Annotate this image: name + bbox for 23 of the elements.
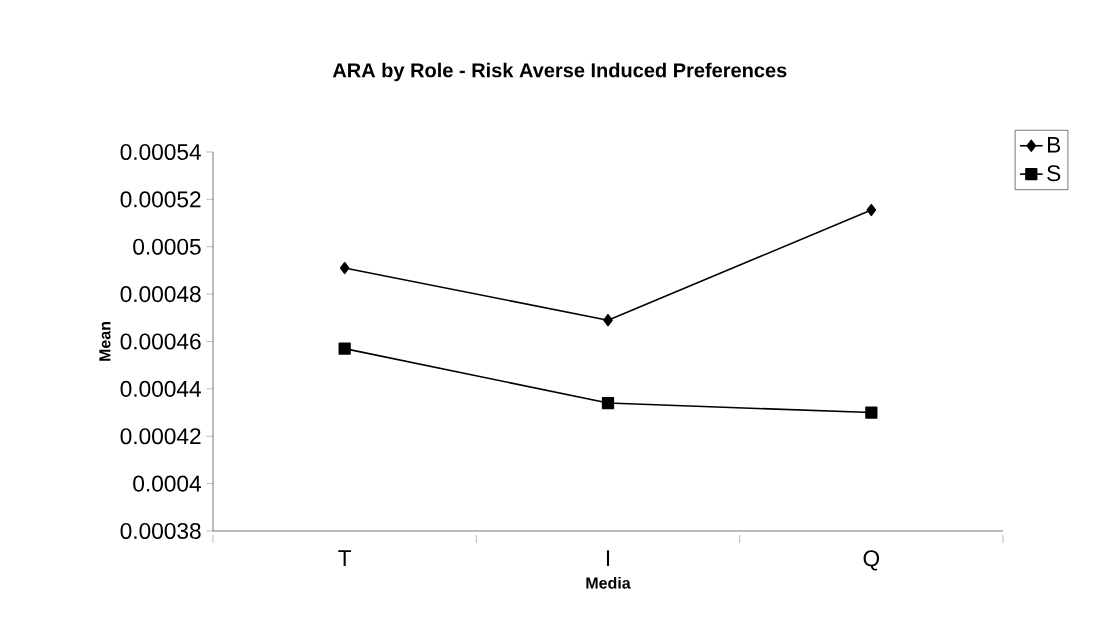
y-tick-label: 0.0004 (133, 475, 201, 492)
y-tick-label: 0.00042 (120, 428, 201, 445)
point (338, 342, 351, 355)
x-tick-label: I (606, 550, 610, 566)
y-tick-label: 0.00054 (120, 143, 201, 161)
y-tick-label: 0.00046 (120, 333, 201, 350)
point (865, 406, 878, 419)
y-axis-title: Mean (99, 322, 111, 361)
y-tick-label: 0.00038 (120, 522, 201, 540)
point (339, 261, 350, 275)
point (601, 396, 615, 410)
x-tick-label: Q (863, 550, 880, 571)
point (603, 314, 613, 327)
x-axis-title: Media (586, 576, 631, 589)
chart-title: ARA by Role - Risk Averse Induced Preferences (332, 62, 787, 82)
legend-label: S (1047, 165, 1061, 182)
y-tick-label: 0.00048 (120, 286, 201, 303)
point (866, 203, 877, 217)
y-tick-label: 0.00044 (120, 380, 201, 397)
legend-label: B (1048, 136, 1061, 153)
y-tick-label: 0.0005 (133, 238, 201, 255)
y-tick-label: 0.00052 (120, 191, 201, 208)
x-tick-label: T (338, 550, 352, 566)
